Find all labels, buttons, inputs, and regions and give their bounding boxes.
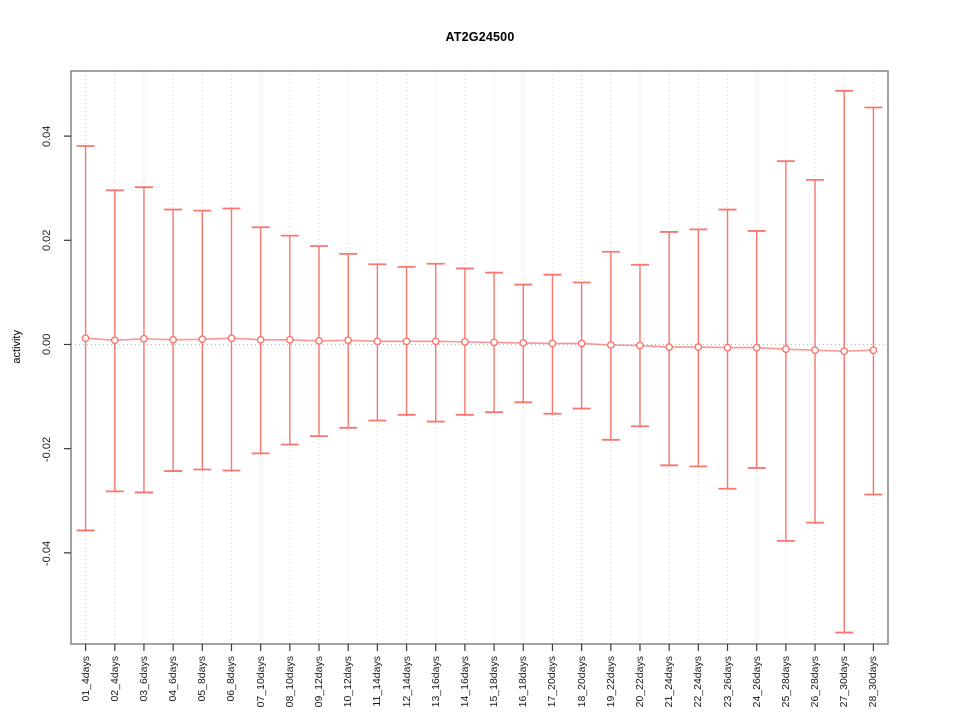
- x-tick-label: 26_28days: [809, 656, 822, 708]
- series-connector-line: [85, 337, 874, 353]
- error-bars-group: [76, 89, 883, 634]
- x-tick-label: 15_18days: [488, 656, 501, 708]
- x-tick-label: 09_12days: [313, 656, 326, 708]
- data-point-marker: [169, 335, 178, 344]
- data-point-marker: [315, 336, 323, 345]
- data-point-marker: [519, 339, 528, 347]
- data-point-marker: [577, 339, 586, 348]
- x-tick-label: 21_24days: [663, 656, 676, 708]
- data-point-marker: [110, 336, 119, 345]
- x-tick-label: 03_6days: [137, 656, 150, 702]
- y-tick-label: 0.02: [41, 229, 53, 251]
- data-point-marker: [227, 334, 236, 343]
- x-tick-label: 08_10days: [283, 656, 296, 708]
- x-tick-label: 24_26days: [750, 656, 763, 708]
- x-tick-label: 28_30days: [867, 656, 880, 708]
- x-tick-label: 05_8days: [196, 656, 209, 702]
- data-point-marker: [752, 343, 761, 352]
- y-tick-label: 0.04: [41, 125, 53, 147]
- y-tick-label: -0.04: [41, 540, 53, 566]
- x-tick-label: 10_12days: [342, 656, 355, 708]
- data-point-marker: [431, 337, 440, 346]
- data-point-marker: [840, 347, 849, 356]
- data-point-marker: [402, 337, 411, 346]
- x-tick-label: 22_24days: [692, 656, 705, 708]
- y-tick-label: 0.00: [41, 333, 53, 356]
- data-point-marker: [548, 339, 557, 348]
- x-tick-label: 16_18days: [517, 656, 530, 708]
- axes: [64, 70, 889, 651]
- x-tick-label: 07_10days: [254, 656, 267, 708]
- data-point-marker: [636, 341, 644, 350]
- page-title: AT2G24500: [445, 30, 515, 44]
- data-point-marker: [781, 345, 790, 354]
- x-tick-label: 27_30days: [838, 656, 851, 708]
- data-point-marker: [285, 335, 294, 344]
- data-point-marker: [140, 334, 148, 343]
- data-point-marker: [256, 335, 265, 344]
- data-point-marker: [198, 335, 207, 344]
- data-point-marker: [869, 346, 878, 355]
- x-tick-label: 02_4days: [108, 656, 121, 702]
- y-tick-label: -0.02: [41, 436, 53, 462]
- x-tick-label: 20_22days: [633, 656, 646, 708]
- x-tick-label: 01_4days: [79, 656, 92, 702]
- x-tick-label: 04_6days: [167, 656, 180, 702]
- gridlines: [85, 71, 874, 644]
- data-point-marker: [606, 341, 615, 349]
- data-point-marker: [694, 343, 703, 351]
- data-point-marker: [490, 338, 498, 347]
- data-point-marker: [461, 337, 469, 346]
- data-point-marker: [344, 336, 353, 345]
- x-tick-label: 12_14days: [400, 656, 413, 708]
- x-tick-label: 11_14days: [371, 656, 384, 707]
- x-tick-label: 23_26days: [721, 656, 734, 708]
- data-point-marker: [665, 343, 674, 351]
- x-tick-label: 19_22days: [604, 656, 617, 708]
- x-tick-label: 25_28days: [779, 656, 792, 708]
- x-tick-label: 17_20days: [546, 656, 559, 708]
- data-point-marker: [373, 337, 382, 346]
- data-point-markers: [81, 334, 878, 356]
- data-point-marker: [81, 334, 90, 343]
- x-tick-label: 18_20days: [575, 656, 588, 708]
- x-tick-label: 14_16days: [458, 656, 471, 708]
- x-tick-label: 06_8days: [225, 656, 238, 702]
- data-point-marker: [811, 346, 819, 355]
- data-point-marker: [723, 343, 732, 352]
- x-tick-label: 13_16days: [429, 656, 442, 708]
